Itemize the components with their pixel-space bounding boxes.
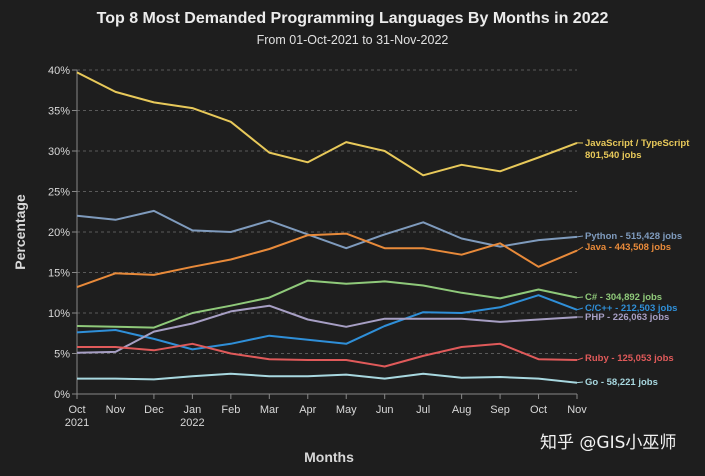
x-tick-label: Aug — [452, 404, 472, 416]
x-tick-label: Apr — [299, 404, 316, 416]
x-tick-label: Dec — [144, 404, 164, 416]
label-leader-java — [576, 246, 584, 252]
series-line-c-c — [76, 294, 578, 351]
y-tick-label: 35% — [48, 106, 70, 118]
y-tick-label: 20% — [48, 227, 70, 239]
series-label-go: Go - 58,221 jobs — [585, 377, 658, 388]
series-label-c-c: C/C++ - 212,503 jobs — [585, 303, 677, 314]
series-label-python: Python - 515,428 jobs — [585, 231, 682, 242]
chart-title: Top 8 Most Demanded Programming Language… — [96, 10, 609, 27]
series-line-ruby — [77, 342, 578, 368]
y-tick-label: 10% — [48, 308, 70, 320]
label-leader-go — [576, 381, 584, 384]
x-tick-label: Feb — [221, 404, 240, 416]
x-tick-label: Nov — [106, 404, 126, 416]
y-tick-label: 5% — [54, 349, 70, 361]
y-axis: 0% 5% 10% 15% 20% 25% 30% 35% 40% — [48, 65, 78, 401]
series-line-go — [77, 372, 578, 384]
series-label-php: PHP - 226,063 jobs — [585, 312, 669, 323]
grid-lines — [77, 69, 577, 354]
x-tick-sublabel: 2022 — [180, 417, 204, 429]
chart-subtitle: From 01-Oct-2021 to 31-Nov-2022 — [256, 33, 449, 47]
x-tick-label: Oct — [68, 404, 85, 416]
series-line-python — [76, 209, 578, 250]
y-tick-label: 40% — [48, 65, 70, 77]
label-leader-python — [576, 235, 584, 238]
y-axis-label: Percentage — [12, 194, 28, 270]
x-tick-label: May — [336, 404, 357, 416]
x-tick-label: Sep — [490, 404, 510, 416]
label-leader-c — [576, 296, 584, 299]
y-tick-label: 15% — [48, 268, 70, 280]
y-tick-label: 0% — [54, 389, 70, 401]
x-tick-sublabel: 2021 — [65, 417, 89, 429]
x-tick-label: Jul — [416, 404, 430, 416]
x-tick-label: Jun — [376, 404, 394, 416]
label-leader-c-c — [576, 307, 584, 311]
series-lines — [76, 71, 578, 384]
x-axis-label: Months — [304, 449, 354, 465]
series-line-php — [76, 304, 578, 354]
x-tick-label: Jan — [184, 404, 202, 416]
series-line-c — [76, 279, 578, 329]
y-tick-label: 30% — [48, 146, 70, 158]
series-line-javascript-typescript — [76, 71, 578, 177]
series-label-java: Java - 443,508 jobs — [585, 242, 671, 253]
x-tick-label: Mar — [260, 404, 279, 416]
x-tick-label: Nov — [567, 404, 587, 416]
series-label-c: C# - 304,892 jobs — [585, 292, 662, 303]
y-tick-label: 25% — [48, 187, 70, 199]
label-leader-ruby — [576, 357, 584, 361]
series-line-java — [76, 232, 578, 289]
series-label-ruby: Ruby - 125,053 jobs — [585, 353, 674, 364]
series-jobs-javascript-typescript: 801,540 jobs — [585, 150, 642, 161]
watermark: 知乎 @GIS小巫师 — [540, 433, 677, 453]
x-tick-label: Oct — [530, 404, 547, 416]
series-label-javascript-typescript: JavaScript / TypeScript — [585, 138, 690, 149]
